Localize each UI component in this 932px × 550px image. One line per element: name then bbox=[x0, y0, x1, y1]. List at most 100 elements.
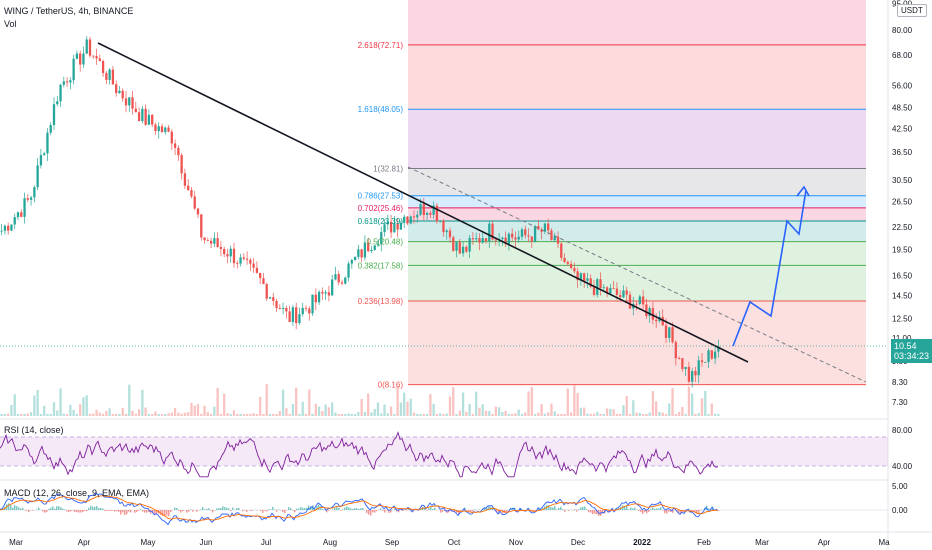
macd-hist-bar bbox=[10, 505, 12, 510]
macd-hist-bar bbox=[506, 510, 508, 512]
volume-bar bbox=[589, 413, 592, 416]
currency-badge[interactable]: USDT bbox=[897, 4, 927, 17]
volume-bar bbox=[704, 390, 707, 416]
macd-hist-bar bbox=[68, 510, 70, 513]
macd-hist-bar bbox=[250, 510, 252, 511]
macd-hist-bar bbox=[660, 507, 662, 510]
volume-bar bbox=[321, 411, 324, 416]
volume-bar bbox=[458, 410, 461, 416]
volume-bar bbox=[13, 394, 16, 416]
volume-bar bbox=[579, 407, 583, 416]
volume-bar bbox=[478, 407, 481, 416]
macd-hist-bar bbox=[64, 509, 66, 510]
candle-body bbox=[278, 308, 281, 310]
candle-body bbox=[556, 236, 560, 244]
volume-bar bbox=[268, 413, 272, 416]
macd-hist-bar bbox=[444, 510, 446, 511]
candle-body bbox=[691, 370, 694, 382]
macd-hist-bar bbox=[214, 510, 216, 511]
volume-bar bbox=[190, 402, 193, 416]
macd-hist-bar bbox=[696, 510, 698, 514]
macd-hist-bar bbox=[70, 510, 72, 512]
macd-hist-bar bbox=[322, 509, 324, 510]
volume-bar bbox=[713, 413, 717, 416]
macd-hist-bar bbox=[650, 508, 652, 510]
price-tick: 14.50 bbox=[892, 291, 913, 300]
macd-hist-bar bbox=[474, 509, 476, 510]
volume-bar bbox=[56, 410, 59, 416]
macd-hist-bar bbox=[420, 509, 422, 510]
macd-hist-bar bbox=[116, 510, 118, 512]
rsi-legend[interactable]: RSI (14, close) bbox=[4, 425, 64, 435]
macd-hist-bar bbox=[672, 510, 674, 513]
macd-hist-bar bbox=[100, 507, 102, 510]
macd-hist-bar bbox=[76, 510, 78, 513]
candle-body bbox=[115, 84, 118, 94]
volume-bar bbox=[79, 404, 82, 416]
volume-bar bbox=[252, 413, 255, 416]
volume-bar bbox=[108, 408, 111, 416]
candle-body bbox=[625, 290, 628, 295]
candle-body bbox=[540, 229, 543, 232]
candle-body bbox=[154, 124, 157, 132]
volume-bar bbox=[82, 397, 85, 416]
macd-hist-bar bbox=[418, 510, 420, 511]
downtrend-line[interactable] bbox=[97, 42, 749, 363]
volume-bar bbox=[547, 412, 550, 416]
volume-bar bbox=[710, 403, 713, 416]
macd-hist-bar bbox=[602, 510, 604, 514]
volume-bar bbox=[435, 413, 439, 416]
candle-body bbox=[419, 204, 422, 215]
volume-bar bbox=[465, 411, 468, 416]
volume-bar bbox=[468, 403, 471, 416]
candle-body bbox=[229, 248, 232, 257]
macd-hist-bar bbox=[626, 506, 628, 510]
volume-bar bbox=[573, 385, 576, 416]
candle-body bbox=[52, 104, 56, 126]
projection-arrow-path[interactable] bbox=[732, 189, 807, 347]
macd-hist-bar bbox=[74, 510, 76, 513]
candle-body bbox=[609, 287, 612, 294]
candle-body bbox=[101, 60, 105, 74]
volume-bar bbox=[615, 413, 619, 416]
fib-label: 0.786(27.53) bbox=[358, 192, 404, 201]
volume-bar bbox=[183, 412, 187, 416]
candle-body bbox=[396, 223, 399, 230]
time-tick: Ma bbox=[878, 538, 890, 547]
macd-hist-bar bbox=[628, 509, 630, 510]
macd-hist-bar bbox=[274, 509, 276, 510]
price-tick: 80.00 bbox=[892, 26, 913, 35]
volume-bar bbox=[98, 412, 101, 416]
macd-hist-bar bbox=[308, 505, 310, 510]
macd-hist-bar bbox=[58, 506, 60, 510]
macd-hist-bar bbox=[210, 510, 212, 511]
volume-bar bbox=[101, 413, 105, 416]
volume-bar bbox=[167, 413, 170, 416]
macd-hist-bar bbox=[362, 507, 364, 510]
macd-hist-bar bbox=[130, 510, 132, 513]
price-tick: 19.50 bbox=[892, 245, 913, 254]
volume-bar bbox=[530, 386, 533, 416]
volume-bar bbox=[612, 409, 615, 416]
fib-label: 0.5(20.48) bbox=[367, 238, 404, 247]
volume-bar bbox=[655, 401, 658, 416]
candle-body bbox=[13, 217, 16, 225]
symbol-title[interactable]: WING / TetherUS, 4h, BINANCE bbox=[4, 6, 134, 16]
candle-body bbox=[72, 58, 75, 81]
macd-hist-bar bbox=[146, 510, 148, 513]
volume-bar bbox=[200, 413, 203, 416]
volume-bar bbox=[576, 392, 579, 416]
macd-hist-bar bbox=[698, 510, 700, 514]
macd-hist-bar bbox=[692, 510, 694, 511]
candle-body bbox=[43, 153, 46, 155]
macd-hist-bar bbox=[688, 508, 690, 510]
macd-legend[interactable]: MACD (12, 26, close, 9, EMA, EMA) bbox=[4, 488, 150, 498]
macd-hist-bar bbox=[560, 506, 562, 510]
volume-bar bbox=[691, 393, 694, 416]
volume-legend[interactable]: Vol bbox=[4, 19, 17, 29]
macd-hist-bar bbox=[84, 510, 86, 511]
macd-hist-bar bbox=[144, 510, 146, 513]
candle-body bbox=[298, 314, 301, 324]
candle-body bbox=[105, 73, 108, 80]
